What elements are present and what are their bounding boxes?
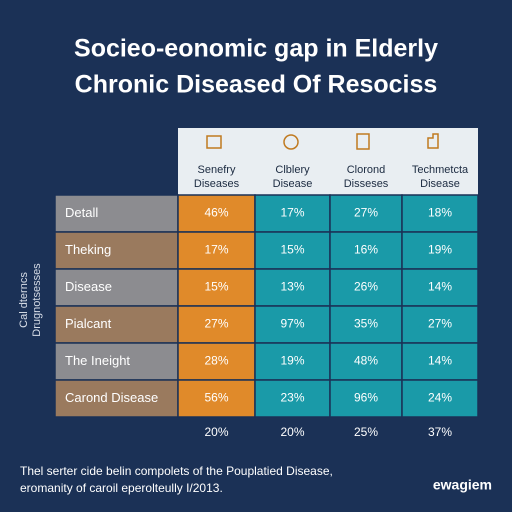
cell bbox=[329, 342, 403, 381]
column-header: Diseases bbox=[194, 178, 240, 190]
cell bbox=[177, 305, 256, 344]
cell bbox=[329, 379, 403, 418]
cell bbox=[254, 268, 331, 307]
cell bbox=[401, 268, 479, 307]
cell-value: 15% bbox=[280, 243, 304, 257]
cell-value: 27% bbox=[428, 317, 452, 331]
cell-value: 18% bbox=[428, 206, 452, 220]
cell bbox=[401, 231, 479, 270]
total-value: 37% bbox=[428, 425, 452, 439]
cell bbox=[177, 194, 256, 233]
cell-value: 17% bbox=[280, 206, 304, 220]
title-line: Socieo-eonomic gap in Elderly bbox=[74, 35, 438, 63]
cell-value: 48% bbox=[354, 354, 378, 368]
footer-line: eromanity of caroil eperolteully I/2013. bbox=[20, 481, 223, 495]
cell bbox=[329, 194, 403, 233]
cell-value: 26% bbox=[354, 280, 378, 294]
row-label: Disease bbox=[65, 279, 112, 294]
cell bbox=[401, 305, 479, 344]
brand: ewagiem bbox=[433, 477, 492, 493]
row-label: Theking bbox=[65, 242, 111, 257]
row-label-cell bbox=[54, 268, 179, 307]
row-label-cell bbox=[54, 379, 179, 418]
cell bbox=[329, 305, 403, 344]
row-label-cell bbox=[54, 342, 179, 381]
cell-value: 27% bbox=[354, 206, 378, 220]
cell-value: 14% bbox=[428, 354, 452, 368]
row-label: Detall bbox=[65, 205, 98, 220]
cell-value: 96% bbox=[354, 391, 378, 405]
cell-value: 35% bbox=[354, 317, 378, 331]
side-label: Cal dterncs bbox=[18, 272, 30, 328]
footer-line: Thel serter cide belin compolets of the … bbox=[20, 464, 333, 478]
cell-value: 97% bbox=[280, 317, 304, 331]
cell bbox=[177, 379, 256, 418]
cell-value: 24% bbox=[428, 391, 452, 405]
column-header: Senefry bbox=[198, 164, 236, 176]
cell-value: 14% bbox=[428, 280, 452, 294]
cell bbox=[329, 268, 403, 307]
side-label: Drugnotsesses bbox=[31, 263, 43, 337]
row-label: The Ineight bbox=[65, 353, 130, 368]
row-label-cell bbox=[54, 194, 179, 233]
column-header: Techmetcta bbox=[412, 164, 469, 176]
cell bbox=[177, 231, 256, 270]
cell bbox=[177, 342, 256, 381]
total-value: 25% bbox=[354, 425, 378, 439]
cell-value: 19% bbox=[280, 354, 304, 368]
cell-value: 46% bbox=[204, 206, 228, 220]
cell-value: 27% bbox=[204, 317, 228, 331]
cell-value: 56% bbox=[204, 391, 228, 405]
cell-value: 15% bbox=[204, 280, 228, 294]
cell-value: 19% bbox=[428, 243, 452, 257]
total-value: 20% bbox=[280, 425, 304, 439]
row-label: Pialcant bbox=[65, 316, 112, 331]
column-header: Disseses bbox=[344, 178, 389, 190]
cell bbox=[401, 194, 479, 233]
column-header: Disease bbox=[273, 178, 313, 190]
title-line: Chronic Diseased Of Resociss bbox=[75, 71, 438, 99]
row-label-cell bbox=[54, 305, 179, 344]
column-header: Disease bbox=[420, 178, 460, 190]
row-label-cell bbox=[54, 231, 179, 270]
cell-value: 17% bbox=[204, 243, 228, 257]
cell bbox=[254, 342, 331, 381]
cell bbox=[401, 379, 479, 418]
total-value: 20% bbox=[204, 425, 228, 439]
cell bbox=[329, 231, 403, 270]
cell-value: 16% bbox=[354, 243, 378, 257]
column-header: Clorond bbox=[347, 164, 386, 176]
cell bbox=[177, 268, 256, 307]
cell-value: 23% bbox=[280, 391, 304, 405]
cell-value: 13% bbox=[280, 280, 304, 294]
column-header: Clblery bbox=[275, 164, 310, 176]
header-icons bbox=[206, 133, 439, 150]
row-label: Carond Disease bbox=[65, 390, 158, 405]
cell-value: 28% bbox=[204, 354, 228, 368]
